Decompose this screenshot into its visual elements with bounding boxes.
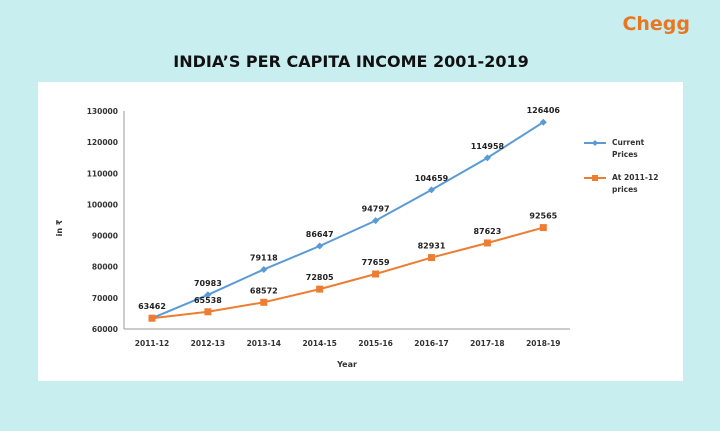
data-label: 114958: [471, 142, 505, 151]
y-tick-label: 90000: [92, 232, 118, 241]
y-tick-label: 110000: [87, 169, 118, 178]
data-point: [539, 224, 547, 232]
data-point: [428, 186, 435, 194]
legend-label: prices: [612, 185, 638, 194]
data-label: 87623: [473, 227, 501, 236]
data-point: [372, 217, 380, 225]
data-label: 104659: [415, 174, 449, 183]
data-label: 65538: [194, 296, 222, 305]
legend-label: Prices: [612, 150, 638, 159]
x-axis-label: Year: [336, 360, 357, 369]
series-line-1: [151, 226, 544, 320]
data-point: [539, 118, 547, 126]
x-tick-label: 2015-16: [358, 339, 392, 348]
data-point: [204, 308, 212, 316]
data-label: 79118: [250, 253, 278, 262]
x-tick-label: 2013-14: [247, 339, 281, 348]
data-label: 63462: [138, 302, 166, 311]
data-label: 70983: [194, 279, 222, 288]
x-tick-label: 2011-12: [135, 339, 169, 348]
chegg-logo: Chegg: [622, 13, 690, 35]
data-label: 77659: [362, 258, 390, 267]
y-tick-label: 80000: [92, 263, 118, 272]
x-tick-label: 2018-19: [526, 339, 560, 348]
data-point: [204, 291, 212, 299]
data-label: 68572: [250, 286, 278, 295]
data-label: 126406: [527, 106, 561, 115]
x-tick-label: 2012-13: [191, 339, 225, 348]
data-label: 92565: [529, 212, 557, 221]
data-point: [316, 242, 324, 250]
y-tick-label: 130000: [87, 107, 118, 116]
data-point: [483, 239, 491, 247]
data-point: [316, 285, 324, 293]
data-point: [148, 314, 156, 322]
y-tick-label: 70000: [92, 294, 118, 303]
x-tick-label: 2017-18: [470, 339, 504, 348]
y-axis-label: in ₹: [55, 219, 64, 236]
data-point: [260, 265, 268, 273]
y-tick-label: 100000: [87, 200, 118, 209]
series-line-0: [151, 121, 544, 320]
data-point: [428, 254, 435, 262]
legend-marker: [592, 175, 598, 181]
x-tick-label: 2014-15: [302, 339, 336, 348]
data-point: [260, 298, 268, 306]
plot-background: [38, 82, 683, 381]
x-tick-label: 2016-17: [414, 339, 448, 348]
data-point: [372, 270, 380, 278]
legend-marker: [592, 140, 598, 146]
legend-label: At 2011-12: [612, 173, 658, 182]
y-tick-label: 120000: [87, 138, 118, 147]
y-tick-label: 60000: [92, 325, 118, 334]
data-label: 86647: [306, 230, 334, 239]
data-point: [483, 154, 491, 162]
data-label: 94797: [362, 205, 390, 214]
legend-label: Current: [612, 138, 645, 147]
data-label: 72805: [306, 273, 334, 282]
data-label: 82931: [418, 242, 446, 251]
chart-title: INDIA’S PER CAPITA INCOME 2001-2019: [173, 52, 528, 71]
